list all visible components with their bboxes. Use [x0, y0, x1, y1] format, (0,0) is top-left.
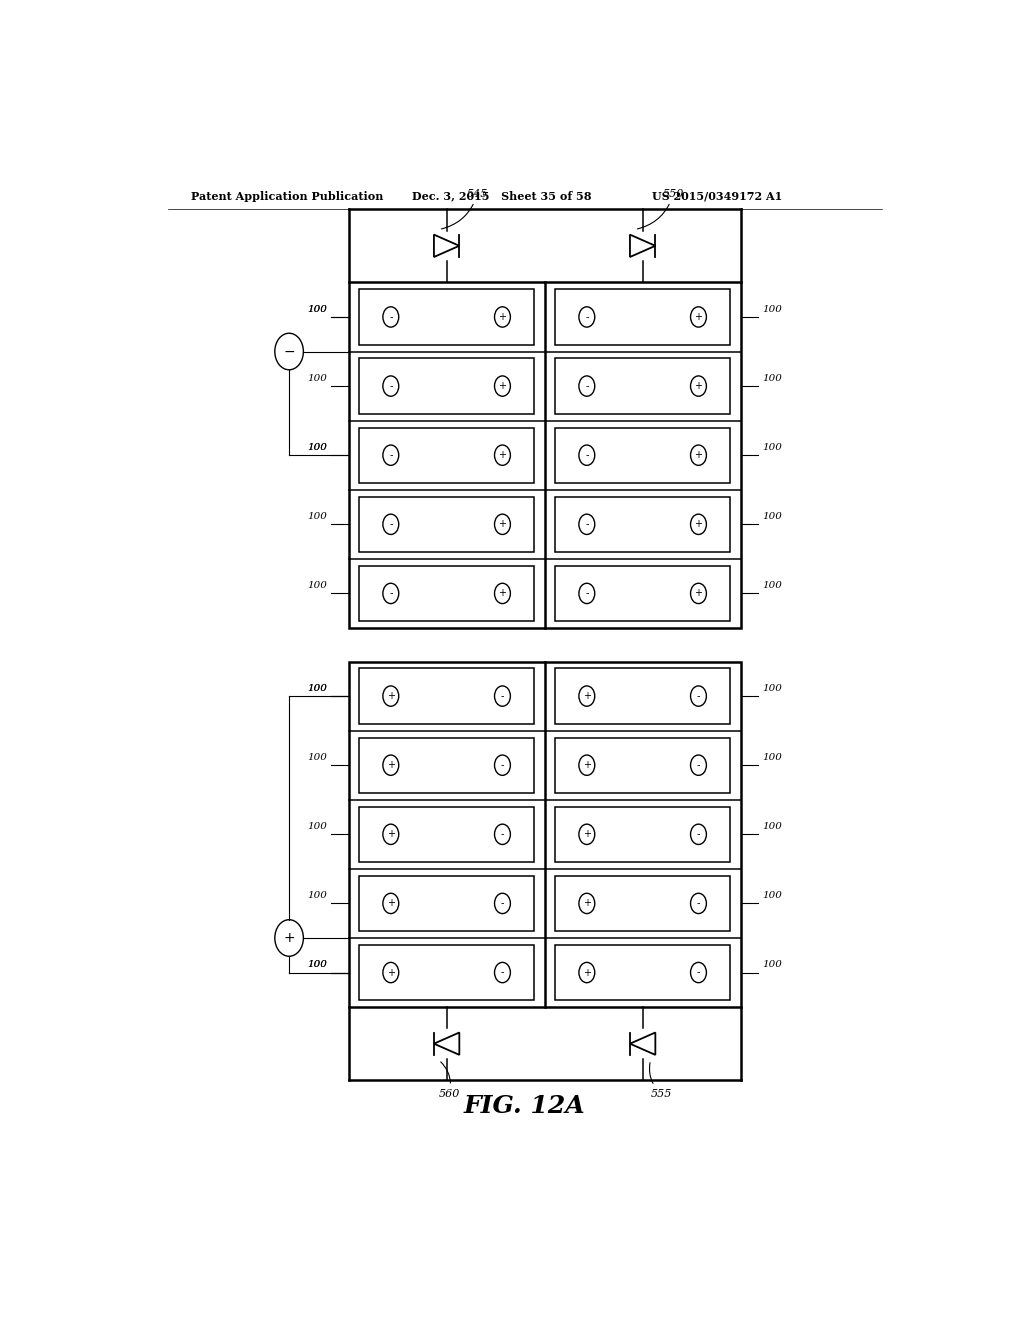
Text: +: +: [499, 589, 507, 598]
Text: Patent Application Publication: Patent Application Publication: [191, 190, 384, 202]
Text: +: +: [583, 968, 591, 978]
Text: -: -: [389, 381, 392, 391]
Text: 100: 100: [307, 684, 328, 693]
Text: 100: 100: [762, 754, 782, 762]
Text: +: +: [387, 760, 395, 770]
Bar: [359, 496, 534, 552]
Text: +: +: [694, 589, 702, 598]
Text: -: -: [585, 519, 589, 529]
Text: 100: 100: [762, 305, 782, 314]
Text: -: -: [389, 450, 392, 461]
Text: +: +: [694, 450, 702, 461]
Text: -: -: [585, 381, 589, 391]
Text: -: -: [696, 760, 700, 770]
Text: Dec. 3, 2015   Sheet 35 of 58: Dec. 3, 2015 Sheet 35 of 58: [412, 190, 592, 202]
Text: 100: 100: [307, 512, 328, 521]
Text: 100: 100: [762, 512, 782, 521]
Bar: [555, 875, 730, 931]
Text: 100: 100: [307, 684, 328, 693]
Text: -: -: [501, 760, 504, 770]
Text: +: +: [387, 692, 395, 701]
Bar: [359, 566, 534, 622]
Bar: [359, 289, 534, 345]
Text: +: +: [499, 450, 507, 461]
Bar: [555, 807, 730, 862]
Text: -: -: [585, 312, 589, 322]
Text: +: +: [499, 381, 507, 391]
Text: +: +: [387, 968, 395, 978]
Text: 100: 100: [762, 891, 782, 900]
Text: -: -: [389, 519, 392, 529]
Text: +: +: [499, 312, 507, 322]
Text: 100: 100: [762, 822, 782, 832]
Bar: [348, 661, 740, 1007]
Text: 560: 560: [438, 1061, 460, 1098]
Text: +: +: [387, 829, 395, 840]
Text: 545: 545: [441, 189, 487, 228]
Text: 100: 100: [307, 581, 328, 590]
Text: +: +: [694, 519, 702, 529]
Text: -: -: [696, 899, 700, 908]
Text: 100: 100: [307, 961, 328, 969]
Text: 100: 100: [762, 374, 782, 383]
Text: -: -: [696, 968, 700, 978]
Text: 100: 100: [762, 581, 782, 590]
Text: +: +: [387, 899, 395, 908]
Bar: [359, 738, 534, 793]
Bar: [359, 945, 534, 1001]
Text: 100: 100: [762, 684, 782, 693]
Bar: [555, 738, 730, 793]
Text: 100: 100: [307, 822, 328, 832]
Text: −: −: [284, 345, 295, 359]
Text: +: +: [499, 519, 507, 529]
Text: 100: 100: [307, 305, 328, 314]
Text: +: +: [583, 692, 591, 701]
Text: 555: 555: [649, 1063, 672, 1098]
Text: -: -: [585, 589, 589, 598]
Text: +: +: [583, 760, 591, 770]
Bar: [555, 668, 730, 723]
Text: FIG. 12A: FIG. 12A: [464, 1094, 586, 1118]
Text: +: +: [694, 312, 702, 322]
Text: 100: 100: [307, 374, 328, 383]
Bar: [555, 359, 730, 413]
Bar: [555, 945, 730, 1001]
Text: 100: 100: [307, 305, 328, 314]
Bar: [359, 807, 534, 862]
Bar: [359, 359, 534, 413]
Text: -: -: [501, 829, 504, 840]
Text: 100: 100: [307, 891, 328, 900]
Text: -: -: [696, 692, 700, 701]
Text: US 2015/0349172 A1: US 2015/0349172 A1: [652, 190, 782, 202]
Text: 100: 100: [762, 444, 782, 453]
Bar: [359, 668, 534, 723]
Text: 100: 100: [307, 961, 328, 969]
Text: -: -: [501, 899, 504, 908]
Bar: [359, 428, 534, 483]
Bar: [359, 875, 534, 931]
Text: -: -: [389, 589, 392, 598]
Text: +: +: [284, 931, 295, 945]
Bar: [555, 496, 730, 552]
Text: 100: 100: [307, 444, 328, 453]
Text: -: -: [389, 312, 392, 322]
Text: +: +: [583, 829, 591, 840]
Bar: [555, 428, 730, 483]
Bar: [348, 282, 740, 628]
Text: -: -: [696, 829, 700, 840]
Text: -: -: [585, 450, 589, 461]
Text: +: +: [583, 899, 591, 908]
Text: +: +: [694, 381, 702, 391]
Text: -: -: [501, 968, 504, 978]
Bar: [555, 289, 730, 345]
Text: 100: 100: [307, 444, 328, 453]
Text: 100: 100: [307, 754, 328, 762]
Text: -: -: [501, 692, 504, 701]
Text: 100: 100: [762, 961, 782, 969]
Text: 550: 550: [637, 189, 684, 228]
Bar: [555, 566, 730, 622]
